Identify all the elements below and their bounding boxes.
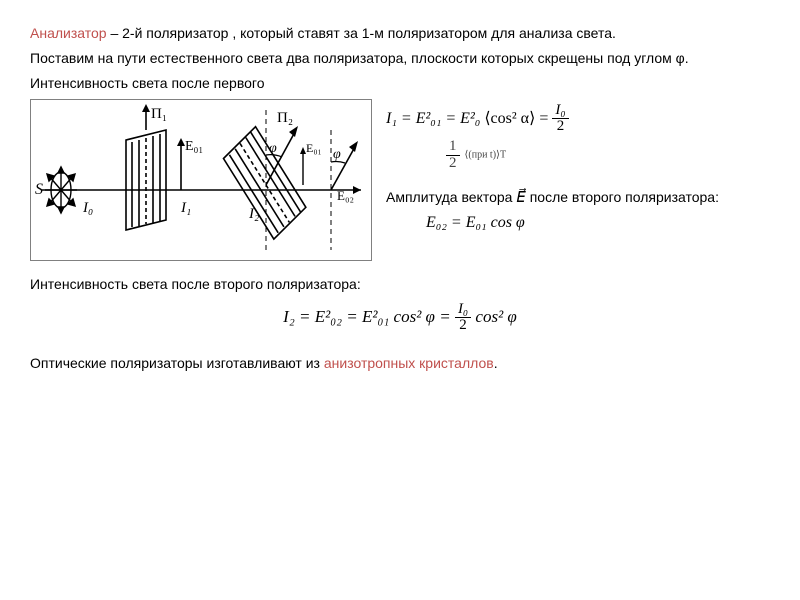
eq-garbled-note: 1 2 ⟨(при t)⟩T [446, 139, 770, 172]
paragraph-setup: Поставим на пути естественного света два… [30, 49, 770, 68]
eq-Evec: E⃗ [516, 190, 525, 206]
note-amplitude-b: после второго поляризатора: [530, 189, 719, 205]
label-phi: φ [269, 141, 277, 156]
eq-I2-cos: cos² φ [475, 307, 516, 326]
frac-I0-2: I₀ 2 [552, 103, 568, 136]
note-amplitude-a: Амплитуда вектора [386, 189, 512, 205]
frac-I0-2b-den: 2 [455, 318, 471, 334]
paragraph-intensity-first: Интенсивность света после первого [30, 74, 770, 93]
paragraph-crystals: Оптические поляризаторы изготавливают из… [30, 354, 770, 373]
eq-I1-avg: ⟨cos² α⟩ [484, 110, 535, 127]
label-phi2: φ [333, 147, 341, 162]
note-amplitude: Амплитуда вектора E⃗ после второго поляр… [386, 188, 770, 208]
label-I1: I₁ [180, 200, 191, 216]
label-P2: П₂ [277, 110, 293, 126]
paragraph-analyzer: Анализатор – 2-й поляризатор , который с… [30, 24, 770, 43]
label-E02: E₀₂ [337, 188, 354, 203]
frac-I0-2-den: 2 [552, 119, 568, 135]
frac-I0-2b: I₀ 2 [455, 302, 471, 335]
polarizer-diagram: S I₀ П₁ E₀₁ I₁ [30, 99, 372, 261]
label-E01: E₀₁ [185, 139, 203, 154]
frac-I0-2-num: I₀ [552, 103, 568, 120]
paragraph-analyzer-rest: – 2-й поляризатор , который ставят за 1-… [107, 25, 616, 41]
label-E01b: E₀₁ [306, 141, 322, 155]
frac-I0-2b-num: I₀ [455, 302, 471, 319]
eq-I2-lhs: I₂ = E²₀₂ = E²₀₁ cos² φ = [283, 307, 455, 326]
eq-I1-lhs: I₁ = E²₀₁ = E²₀ [386, 110, 480, 127]
label-I0: I₀ [82, 200, 93, 216]
term-analyzer: Анализатор [30, 25, 107, 41]
paragraph-crystals-a: Оптические поляризаторы изготавливают из [30, 355, 324, 371]
eq-I1-mid: = [539, 110, 552, 127]
eq-E02: E₀₂ = E₀₁ cos φ [426, 212, 770, 234]
row-diagram-equations: S I₀ П₁ E₀₁ I₁ [30, 99, 770, 261]
label-I2: I₂ [248, 206, 259, 222]
equations-right: I₁ = E²₀₁ = E²₀ ⟨cos² α⟩ = I₀ 2 1 2 ⟨(пр… [386, 99, 770, 238]
term-anisotropic: анизотропных кристаллов [324, 355, 494, 371]
eq-I1: I₁ = E²₀₁ = E²₀ ⟨cos² α⟩ = I₀ 2 [386, 103, 770, 136]
paragraph-intensity-second: Интенсивность света после второго поляри… [30, 275, 770, 294]
eq-garble-text: ⟨(при t)⟩T [465, 150, 507, 161]
eq-I2: I₂ = E²₀₂ = E²₀₁ cos² φ = I₀ 2 cos² φ [30, 302, 770, 335]
paragraph-crystals-c: . [494, 355, 498, 371]
label-S: S [35, 181, 43, 198]
label-P1: П₁ [151, 106, 167, 122]
